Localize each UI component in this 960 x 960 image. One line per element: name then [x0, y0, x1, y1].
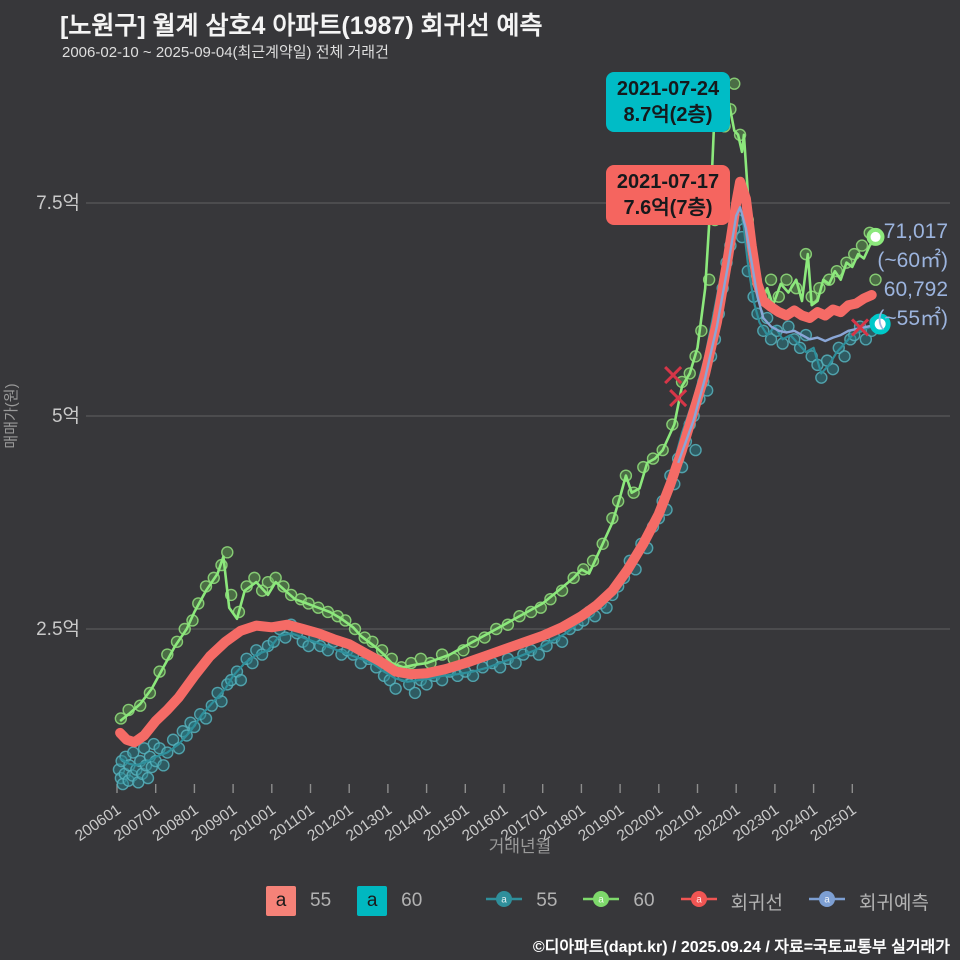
- svg-text:a: a: [502, 894, 508, 905]
- legend: a 55 a 60 a 55 a 60 a 회귀선 a 회귀예측: [266, 886, 941, 916]
- legend-square-60[interactable]: a: [357, 886, 388, 916]
- gridlines: 2.5억 5억 7.5억: [36, 192, 950, 640]
- y-tick-label: 5억: [52, 405, 80, 427]
- line-60: [119, 99, 877, 723]
- legend-square-label-55: 55: [310, 890, 332, 911]
- forecast-value-60: 71,017: [883, 220, 948, 243]
- legend-marker-label-회귀예측: 회귀예측: [859, 892, 929, 914]
- forecast-value-55: 60,792: [883, 278, 948, 301]
- forecast-value-labels: 71,017 (~60㎡) 60,792 (~55㎡): [877, 217, 948, 333]
- page-subtitle: 2006-02-10 ~ 2025-09-04(최근계약일) 전체 거래건: [62, 44, 389, 61]
- legend-marker-label-55: 55: [536, 890, 558, 911]
- forecast-endpoint-55: [869, 313, 891, 335]
- legend-square-label-60: 60: [401, 890, 423, 911]
- y-tick-label: 7.5억: [36, 192, 80, 214]
- legend-marker-55[interactable]: a: [486, 889, 523, 914]
- annotation-date: 2021-07-17: [616, 171, 720, 193]
- svg-text:a: a: [824, 894, 830, 905]
- legend-marker-label-회귀선: 회귀선: [730, 892, 784, 914]
- annotation-high-55: 2021-07-17 7.6억(7층): [606, 165, 730, 225]
- legend-marker-회귀선[interactable]: a: [680, 889, 717, 914]
- legend-marker-60[interactable]: a: [583, 889, 620, 914]
- annotation-date: 2021-07-24: [616, 78, 720, 100]
- x-markers: [664, 318, 870, 408]
- svg-text:a: a: [696, 894, 702, 905]
- forecast-endpoint-60: [866, 227, 885, 246]
- annotation-price: 8.7억(2층): [623, 104, 713, 126]
- regression-forecast-line: [677, 206, 881, 464]
- y-tick-label: 2.5억: [36, 618, 80, 640]
- x-axis-title: 거래년월: [489, 837, 552, 856]
- page-title: [노원구] 월계 삼호4 아파트(1987) 회귀선 예측: [60, 12, 543, 40]
- legend-marker-label-60: 60: [633, 890, 655, 911]
- annotation-high-60: 2021-07-24 8.7억(2층): [606, 72, 730, 132]
- annotation-price: 7.6억(7층): [623, 197, 713, 219]
- forecast-area-60: (~60㎡): [877, 249, 948, 272]
- footer-credit: ©디아파트(dapt.kr) / 2025.09.24 / 자료=국토교통부 실…: [532, 939, 950, 956]
- svg-text:a: a: [599, 894, 605, 905]
- legend-square-55[interactable]: a: [266, 886, 296, 916]
- regression-line: [115, 176, 877, 748]
- line-55: [119, 206, 881, 767]
- x-axis: 2006012007012008012009012010012011012012…: [72, 784, 860, 845]
- forecast-area-55: (~55㎡): [877, 307, 948, 330]
- y-axis-title: 매매가(원): [3, 383, 20, 448]
- legend-marker-회귀예측[interactable]: a: [809, 889, 846, 914]
